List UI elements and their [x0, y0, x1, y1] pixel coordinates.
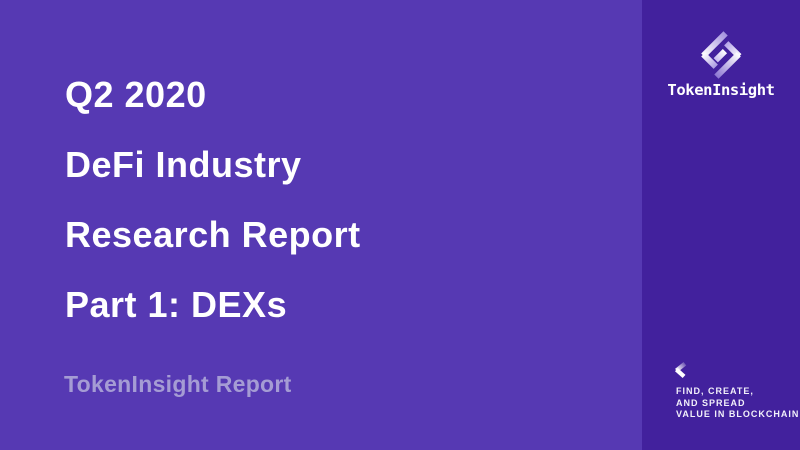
- tokeninsight-logo-icon: [701, 31, 742, 79]
- report-title: Q2 2020 DeFi Industry Research Report Pa…: [65, 60, 361, 340]
- tagline-block: FIND, CREATE, AND SPREAD VALUE IN BLOCKC…: [674, 362, 800, 421]
- report-subtitle: TokenInsight Report: [64, 371, 292, 397]
- brand-block: TokenInsight: [642, 30, 800, 99]
- title-line-report: Research Report: [65, 214, 361, 255]
- tagline-line-2: AND SPREAD: [676, 397, 746, 408]
- title-line-part: Part 1: DEXs: [65, 284, 288, 325]
- tagline-line-3: VALUE IN BLOCKCHAIN.: [676, 409, 800, 419]
- title-line-industry: DeFi Industry: [65, 144, 302, 185]
- title-line-quarter: Q2 2020: [65, 74, 207, 115]
- chevron-left-icon: [674, 362, 687, 379]
- tagline-line-1: FIND, CREATE,: [676, 386, 754, 396]
- cover-main-panel: Q2 2020 DeFi Industry Research Report Pa…: [64, 60, 361, 397]
- brand-sidebar: TokenInsight FIND, CREATE, AND SPREAD VA…: [642, 0, 800, 450]
- brand-wordmark: TokenInsight: [667, 81, 775, 99]
